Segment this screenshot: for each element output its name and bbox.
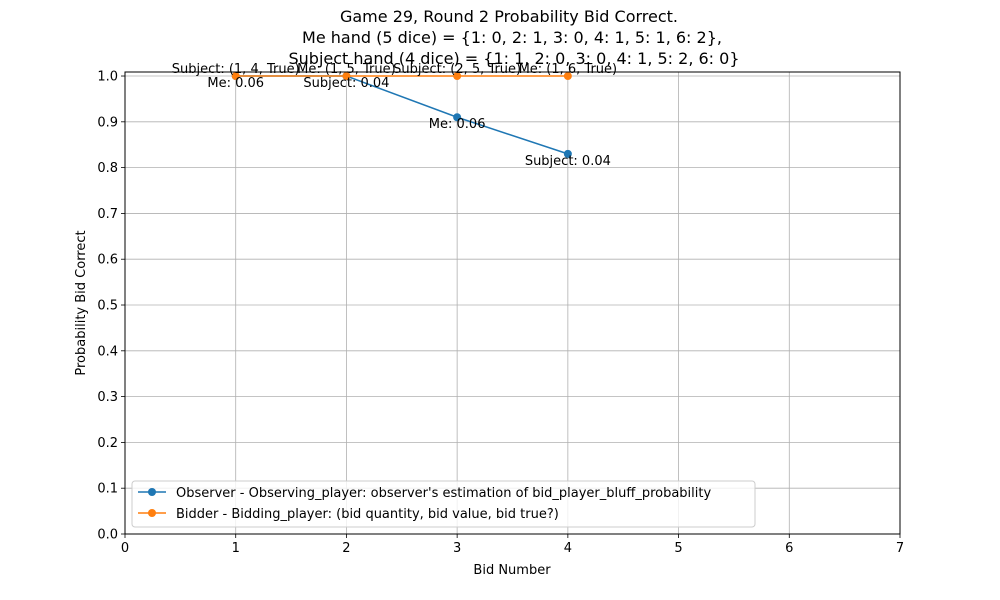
data-label-observer: Subject: 0.04	[303, 76, 389, 91]
y-tick-label: 0.8	[97, 161, 118, 176]
y-tick-label: 0.3	[97, 390, 118, 405]
data-point-bidder	[231, 72, 240, 81]
data-label-observer: Me: 0.06	[429, 117, 486, 132]
x-axis-label: Bid Number	[473, 563, 551, 578]
x-tick-label: 6	[785, 541, 793, 556]
data-point-bidder	[342, 72, 351, 81]
series-line-observer	[235, 75, 569, 155]
chart-title-line-1: Game 29, Round 2 Probability Bid Correct…	[340, 7, 678, 26]
annotations: Me: 0.06 Subject: 0.04 Me: 0.06 Subject: 0.…	[172, 62, 617, 169]
y-tick-label: 0.2	[97, 436, 118, 451]
y-tick-label: 0.1	[97, 482, 118, 497]
legend-marker-bidder	[148, 509, 156, 517]
y-tick-label: 0.5	[97, 299, 118, 314]
x-tick-label: 0	[121, 541, 129, 556]
data-label-observer: Me: 0.06	[207, 76, 264, 91]
grid	[124, 72, 901, 535]
y-axis-ticks: 0.0 0.1 0.2 0.3 0.4 0.5 0.6 0.7 0.8 0.9 1.0	[97, 70, 125, 543]
x-tick-label: 7	[896, 541, 904, 556]
x-tick-label: 1	[232, 541, 240, 556]
data-label-bidder: Me: (1, 6, True)	[519, 62, 618, 77]
plot-frame	[124, 71, 901, 535]
legend-box	[131, 480, 756, 528]
chart-title-line-2: Me hand (5 dice) = {1: 0, 2: 1, 3: 0, 4:…	[302, 28, 722, 47]
series-layer	[231, 72, 572, 158]
x-tick-label: 5	[674, 541, 682, 556]
x-tick-label: 2	[342, 541, 350, 556]
chart-title: Game 29, Round 2 Probability Bid Correct…	[288, 7, 739, 68]
data-label-bidder: Subject: (2, 5, True)	[393, 62, 521, 77]
x-tick-label: 3	[453, 541, 461, 556]
y-tick-label: 0.9	[97, 115, 118, 130]
chart-title-line-3: Subject hand (4 dice) = {1: 1, 2: 0, 3: …	[288, 49, 739, 68]
data-point-bidder	[453, 72, 462, 81]
y-tick-label: 1.0	[97, 70, 118, 85]
data-point-bidder	[563, 72, 572, 81]
x-axis-ticks: 0 1 2 3 4 5 6 7	[121, 534, 904, 556]
legend-marker-observer	[148, 488, 156, 496]
y-tick-label: 0.0	[97, 528, 118, 543]
y-tick-label: 0.6	[97, 253, 118, 268]
legend-label-bidder: Bidder - Bidding_player: (bid quantity, …	[176, 507, 559, 522]
data-point-observer	[563, 149, 572, 158]
y-axis-label: Probability Bid Correct	[74, 230, 89, 375]
data-label-observer: Subject: 0.04	[525, 154, 611, 169]
data-point-observer	[453, 113, 462, 122]
legend: Observer - Observing_player: observer's …	[131, 480, 756, 528]
data-label-bidder: Subject: (1, 4, True)	[172, 62, 300, 77]
y-tick-label: 0.4	[97, 344, 118, 359]
data-label-bidder: Me: (1, 5, True)	[297, 62, 396, 77]
x-tick-label: 4	[564, 541, 572, 556]
legend-label-observer: Observer - Observing_player: observer's …	[176, 486, 711, 501]
y-tick-label: 0.7	[97, 207, 118, 222]
